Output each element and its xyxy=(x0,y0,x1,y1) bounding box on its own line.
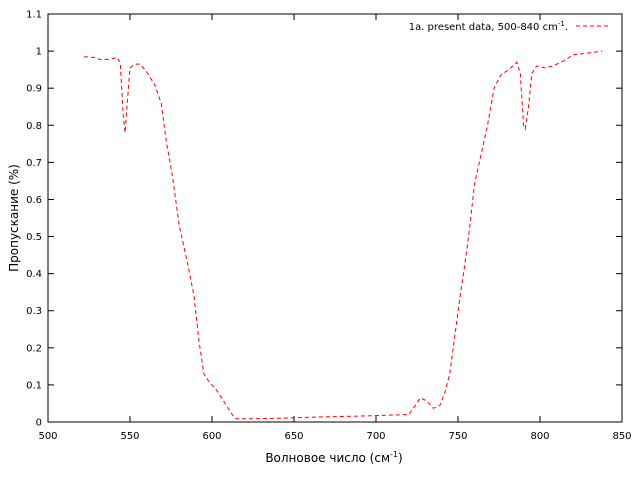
x-tick-label: 700 xyxy=(366,431,385,442)
x-tick-label: 550 xyxy=(120,431,139,442)
y-tick-label: 0.2 xyxy=(26,343,42,354)
y-tick-label: 0.5 xyxy=(26,232,42,243)
y-tick-label: 0.4 xyxy=(26,269,42,280)
x-tick-label: 850 xyxy=(612,431,631,442)
series-group xyxy=(84,50,603,420)
legend: 1a. present data, 500-840 cm-1. xyxy=(409,20,610,33)
x-tick-label: 650 xyxy=(284,431,303,442)
y-tick-label: 1 xyxy=(36,47,42,58)
legend-label: 1a. present data, 500-840 cm-1. xyxy=(409,20,568,33)
x-axis-title: Волновое число (см-1) xyxy=(265,450,402,465)
plot-frame xyxy=(47,13,623,423)
x-tick-label: 600 xyxy=(202,431,221,442)
y-tick-label: 0.9 xyxy=(26,84,42,95)
y-tick-label: 0.1 xyxy=(26,380,42,391)
x-tick-label: 800 xyxy=(530,431,549,442)
axis-tick-labels: 500 550 600 650 700 750 800 850 0 0.1 0.2 0.3 0.4 0.5… xyxy=(26,10,631,443)
legend-label-superscript: -1 xyxy=(558,20,565,28)
x-axis-title-superscript: -1 xyxy=(390,450,398,459)
series-line xyxy=(84,50,603,420)
y-tick-label: 1.1 xyxy=(26,10,42,21)
x-axis-title-tail: ) xyxy=(398,451,403,465)
legend-label-main: 1a. present data, 500-840 cm xyxy=(409,22,558,33)
y-axis-title: Пропускание (%) xyxy=(7,164,21,272)
y-tick-label: 0.3 xyxy=(26,306,42,317)
y-tick-label: 0.7 xyxy=(26,158,42,169)
x-axis-title-main: Волновое число (см xyxy=(265,451,390,465)
y-tick-label: 0 xyxy=(36,418,42,429)
x-tick-label: 500 xyxy=(38,431,57,442)
y-tick-label: 0.6 xyxy=(26,195,42,206)
x-tick-label: 750 xyxy=(448,431,467,442)
y-tick-label: 0.8 xyxy=(26,121,42,132)
legend-label-tail: . xyxy=(565,22,568,33)
